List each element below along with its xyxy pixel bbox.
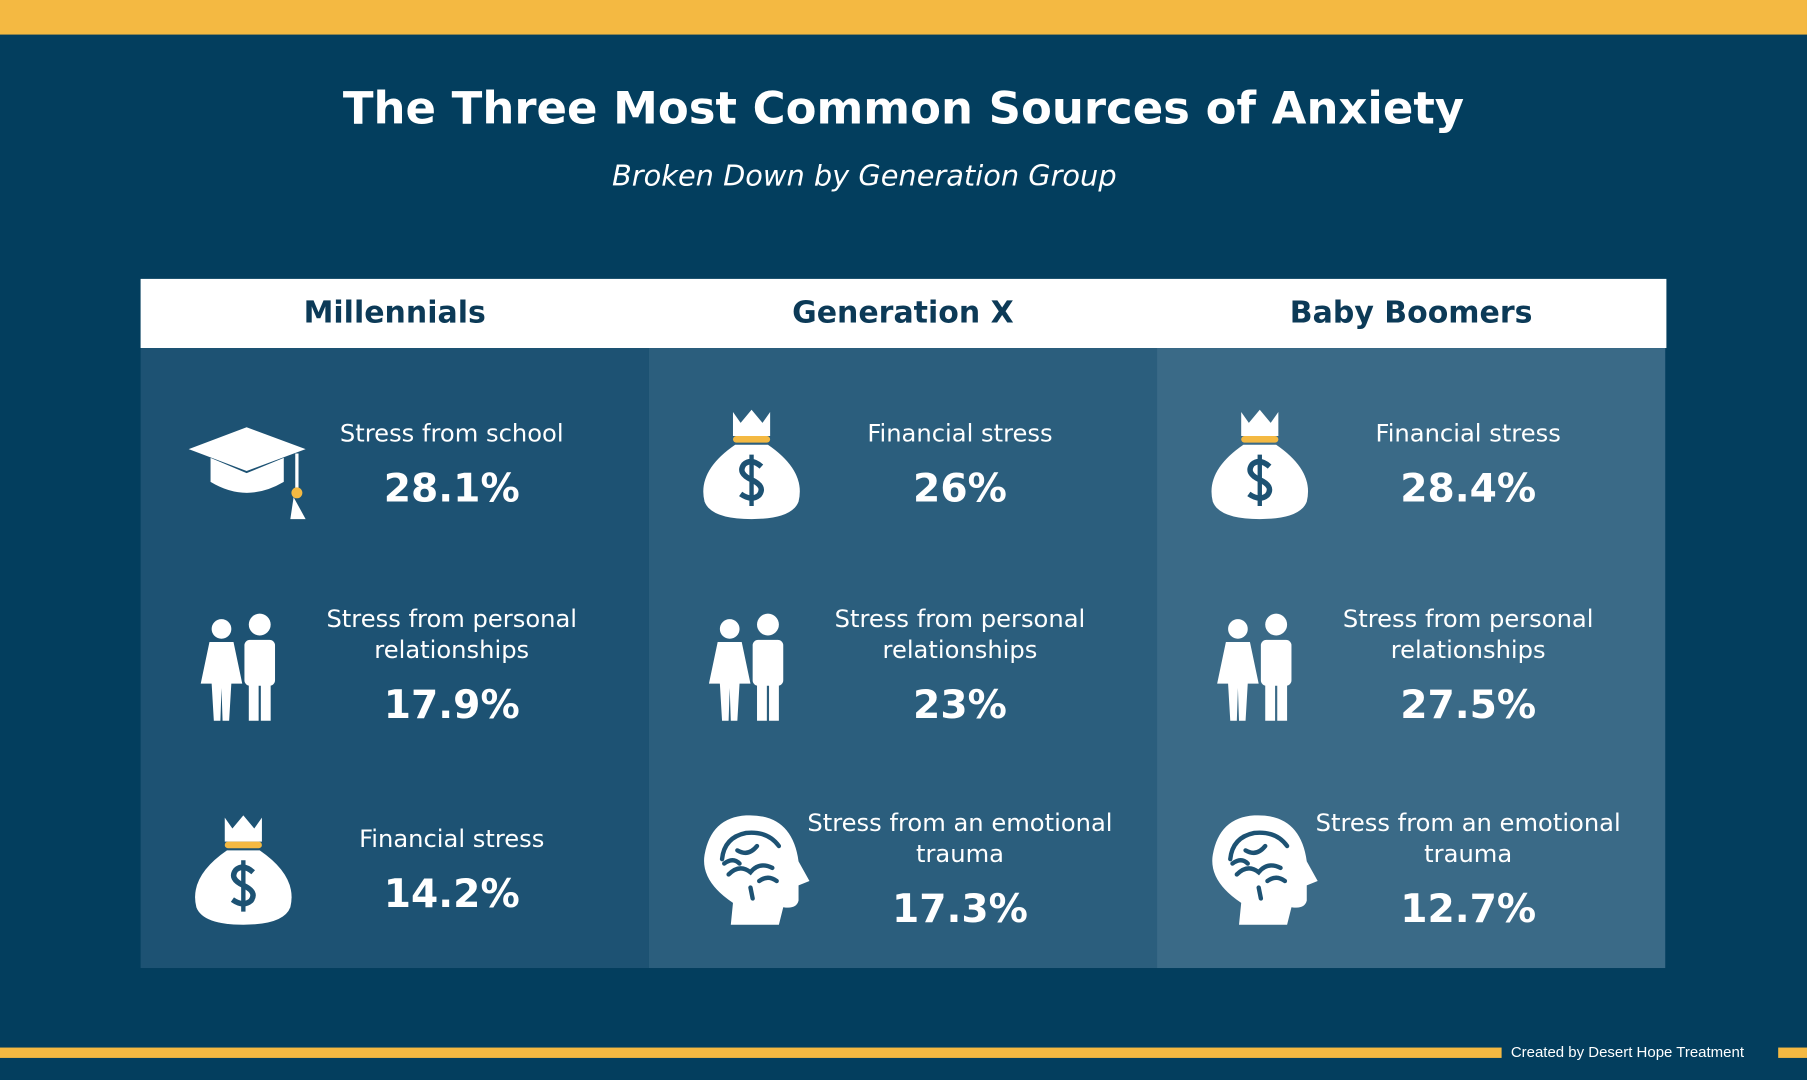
item-value: 27.5%: [1400, 682, 1537, 729]
icon-graphic: [703, 409, 800, 520]
item-label: Stress from personal relationships: [326, 605, 578, 664]
title: The Three Most Common Sources of Anxiety: [342, 82, 1465, 135]
icon-graphic: [704, 815, 810, 925]
item-label: Stress from school: [339, 418, 564, 447]
item-value: 28.1%: [383, 465, 520, 512]
icon: [1200, 807, 1327, 934]
item-value: 14.2%: [383, 870, 520, 917]
header-row: Millennials Generation X Baby Boomers: [140, 278, 1667, 349]
item-label: Financial stress: [867, 418, 1053, 447]
item-label: Financial stress: [359, 824, 545, 853]
item-value: 17.3%: [891, 886, 1028, 933]
icon-graphic: [1217, 613, 1292, 721]
icon: [691, 603, 818, 730]
icon-graphic: [1212, 815, 1318, 925]
bottom-bar: [0, 1047, 1502, 1058]
icon-graphic: [1211, 409, 1309, 520]
icon: [183, 401, 310, 528]
icon-graphic: [200, 613, 276, 721]
icon: [1200, 603, 1327, 730]
item-label: Stress from an emotional trauma: [1315, 808, 1621, 868]
icon-graphic: [188, 427, 306, 520]
icon-graphic: [708, 613, 784, 721]
item: Financial stress 26%: [787, 384, 1133, 545]
icon: [691, 401, 818, 528]
item: Stress from school 28.1%: [279, 384, 625, 545]
item-label: Financial stress: [1375, 418, 1561, 447]
item-value: 17.9%: [383, 682, 520, 729]
top-bar: [0, 0, 1807, 35]
subtitle: Broken Down by Generation Group: [612, 159, 1117, 193]
item: Stress from an emotional trauma 12.7%: [1295, 789, 1641, 950]
icon-graphic: [195, 815, 292, 925]
item: Financial stress 14.2%: [279, 789, 625, 950]
item: Financial stress 28.4%: [1295, 384, 1641, 545]
column-header: Millennials: [303, 296, 486, 331]
item-value: 28.4%: [1400, 465, 1537, 512]
item-value: 23%: [913, 682, 1007, 729]
column-header: Baby Boomers: [1289, 296, 1533, 331]
item: Stress from personal relationships 23%: [787, 585, 1133, 746]
column-header: Generation X: [792, 296, 1014, 331]
credit: Created by Desert Hope Treatment: [1510, 1042, 1744, 1061]
icon: [1200, 401, 1327, 528]
bottom-bar: [1778, 1047, 1807, 1058]
icon: [183, 807, 310, 934]
item-value: 26%: [913, 465, 1007, 512]
icon: [183, 603, 310, 730]
item-label: Stress from personal relationships: [834, 605, 1086, 664]
item-value: 12.7%: [1400, 886, 1537, 933]
item: Stress from personal relationships 17.9%: [279, 585, 625, 746]
item-label: Stress from personal relationships: [1342, 605, 1594, 664]
item: Stress from an emotional trauma 17.3%: [787, 789, 1133, 950]
icon: [691, 807, 818, 934]
item-label: Stress from an emotional trauma: [807, 808, 1113, 868]
item: Stress from personal relationships 27.5%: [1295, 585, 1641, 746]
